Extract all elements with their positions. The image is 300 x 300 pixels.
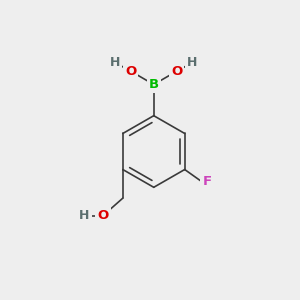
Text: O: O <box>125 64 136 78</box>
Text: H: H <box>110 56 121 69</box>
Text: O: O <box>171 64 182 78</box>
Text: B: B <box>149 78 159 91</box>
Text: F: F <box>202 176 212 188</box>
Text: O: O <box>97 209 109 222</box>
Text: H: H <box>187 56 197 69</box>
Text: H: H <box>79 209 90 222</box>
